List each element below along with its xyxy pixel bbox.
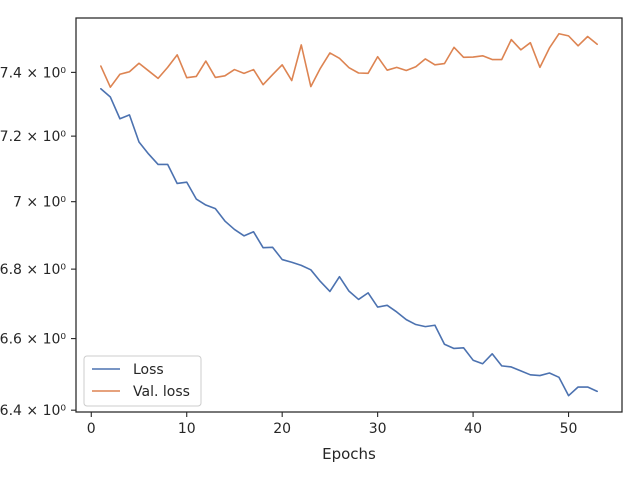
y-tick-label: 6.8 × 10⁰ (0, 262, 66, 278)
series-line-loss (100, 87, 598, 397)
plot-frame (75, 17, 623, 413)
y-tick-label: 7.4 × 10⁰ (0, 65, 66, 81)
x-tick-label: 30 (369, 421, 387, 437)
x-tick-label: 20 (273, 421, 291, 437)
x-tick-label: 40 (464, 421, 482, 437)
legend-label-val-loss: Val. loss (133, 384, 190, 400)
x-tick-label: 10 (178, 421, 196, 437)
y-axis-ticks: 6.4 × 10⁰ 6.6 × 10⁰ 6.8 × 10⁰ 7 × 10⁰ 7.2 × … (0, 65, 76, 419)
legend-label-loss: Loss (133, 362, 164, 378)
legend: Loss Val. loss (83, 355, 202, 407)
series-layer (100, 32, 598, 397)
series-line-val-loss (100, 32, 598, 89)
y-tick-label: 7.2 × 10⁰ (0, 129, 66, 145)
y-tick-label: 7 × 10⁰ (13, 195, 66, 211)
x-tick-label: 0 (87, 421, 96, 437)
plot-area (76, 18, 622, 412)
x-tick-label: 50 (560, 421, 578, 437)
y-tick-label: 6.4 × 10⁰ (0, 403, 66, 419)
x-axis-ticks: 0 10 20 30 40 50 (87, 412, 578, 437)
x-axis-label: Epochs (322, 445, 376, 463)
y-tick-label: 6.6 × 10⁰ (0, 332, 66, 348)
